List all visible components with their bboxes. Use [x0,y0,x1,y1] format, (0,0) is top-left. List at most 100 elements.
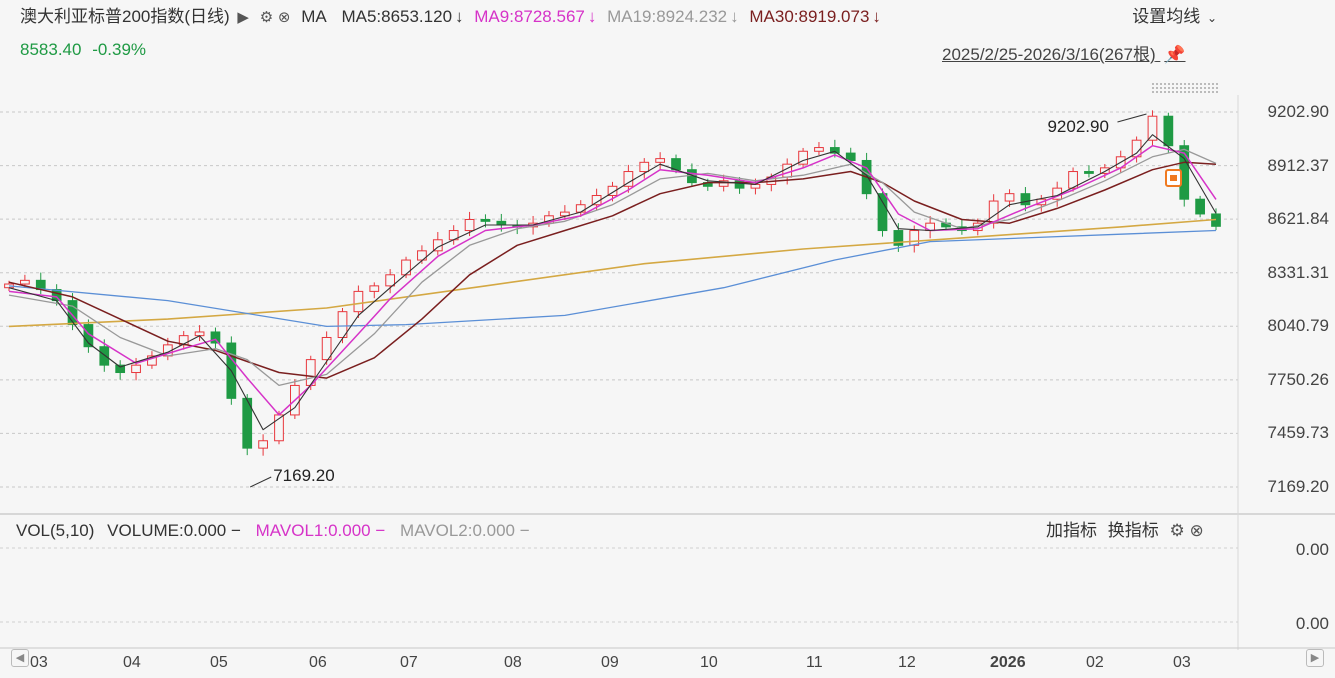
pin-icon[interactable]: 📌 [1164,45,1186,64]
gear-icon[interactable]: ⚙ [259,9,274,26]
candle-body [321,336,332,361]
x-tick-label: 04 [123,654,141,671]
candle-body [1195,198,1205,215]
volume-dash: − [230,521,241,540]
x-tick-label: 05 [210,654,228,671]
scroll-right-button[interactable]: ▶ [1306,649,1324,667]
candle-body [750,183,761,189]
date-range[interactable]: 2025/2/25-2026/3/16(267根) 📌 [942,40,1186,65]
x-tick-label: 08 [504,654,522,671]
x-tick-label: 12 [898,654,916,671]
mavol2-value: MAVOL2:0.000 [400,521,516,540]
candle-body [1147,115,1158,141]
low-pointer [250,476,272,488]
candle-body [829,147,840,154]
candle-body [20,279,30,285]
chevron-right-icon: ▶ [1310,652,1320,664]
ma19-line [8,148,1217,387]
candle-body [67,300,78,326]
candle-body [877,193,888,232]
candle-body [655,158,666,163]
y-tick-label: 8040.79 [1267,316,1329,336]
price-change: -0.39% [92,40,147,59]
candle-body [559,211,570,217]
x-tick-label: 06 [309,654,327,671]
mavol1-value: MAVOL1:0.000 [255,521,371,540]
close-circle-icon[interactable]: ⊗ [277,9,291,26]
candle-body [909,230,920,246]
candle-body [258,440,268,449]
candle-body [671,158,681,171]
ma19-value: MA19:8924.232 [607,7,728,26]
ma120-line [8,229,1217,328]
ma5-value: MA5:8653.120 [341,7,453,26]
ma5-arrow: ↓ [455,7,464,26]
high-annotation: 9202.90 [1047,117,1108,136]
candle-body [623,171,634,187]
x-tick-label: 09 [601,654,619,671]
mavol1-dash: − [375,521,386,540]
vol-tick-bottom: 0.00 [1295,614,1329,633]
candle-body [401,259,411,276]
gear-icon[interactable]: ⚙ [1169,521,1185,540]
instrument-title: 澳大利亚标普200指数(日线) [20,7,230,26]
low-annotation: 7169.20 [273,466,334,485]
ma30-arrow: ↓ [872,7,881,26]
candle-body [814,147,824,152]
candle-body [115,364,126,374]
candle-body [782,163,793,178]
y-tick-label: 8912.37 [1267,155,1329,175]
candle-body [1099,167,1110,174]
y-tick-label: 8331.31 [1267,262,1329,282]
candle-body [194,331,205,337]
expand-triangle-icon[interactable]: ▶ [237,9,249,26]
candle-body [1020,193,1031,206]
candle-body [607,185,618,197]
ma9-arrow: ↓ [587,7,597,26]
candle-body [99,346,110,366]
indicator-controls: 加指标 换指标 ⚙ ⊗ [1046,521,1204,541]
event-marker-fill [1170,175,1177,181]
candle-body [131,364,141,374]
ma30-value: MA30:8919.073 [749,7,870,26]
settings-ma-label: 设置均线 [1132,7,1201,26]
ma5-line [8,134,1217,431]
volume-header: VOL(5,10) VOLUME:0.000 − MAVOL1:0.000 − … [16,521,530,541]
close-circle-icon[interactable]: ⊗ [1189,521,1204,540]
y-tick-label: 7169.20 [1267,477,1329,496]
candle-body [639,161,650,173]
chevron-down-icon: ⌄ [1206,11,1217,25]
x-tick-label: 03 [30,654,48,671]
ma250-line [8,218,1217,328]
candle-body [718,180,729,187]
candle-body [1068,171,1078,189]
candle-body [1163,115,1174,147]
candle-body [242,397,253,449]
x-tick-label: 07 [400,654,418,671]
ma9-value: MA9:8728.567 [474,7,585,26]
y-tick-label: 9202.90 [1267,102,1329,121]
ma-label: MA [301,7,327,26]
settings-ma-button[interactable]: 设置均线 ⌄ [1132,7,1217,28]
add-indicator-button[interactable]: 加指标 [1046,521,1097,540]
candle-body [480,218,491,222]
price-readout: 8583.40 -0.39% [20,40,146,60]
candle-body [1004,193,1015,202]
chevron-left-icon: ◀ [15,652,25,664]
high-pointer [1117,113,1147,123]
candle-body [893,230,904,246]
x-tick-label: 02 [1086,654,1104,671]
candle-body [575,204,586,213]
candle-body [845,152,856,161]
ma30-line [8,161,1217,379]
x-tick-label: 2026 [990,654,1026,671]
vol-label: VOL(5,10) [16,521,95,540]
candle-body [385,274,396,287]
scroll-left-button[interactable]: ◀ [11,649,29,667]
y-tick-label: 7750.26 [1267,369,1329,389]
candle-body [798,150,808,165]
switch-indicator-button[interactable]: 换指标 [1107,521,1159,540]
candle-body [210,331,221,344]
x-tick-label: 11 [806,654,823,671]
